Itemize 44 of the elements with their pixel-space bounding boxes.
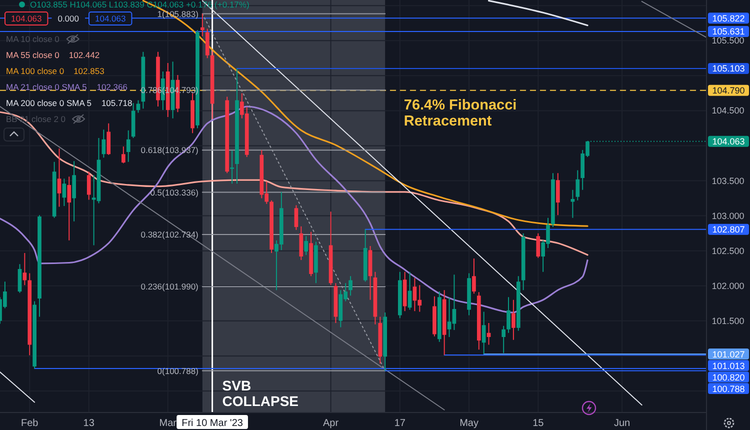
data-label: 0.236(101.990) xyxy=(140,282,199,292)
data-label: 101.027 xyxy=(712,349,745,360)
text: MA 55 close 0 xyxy=(6,50,60,60)
x-tick-label: May xyxy=(460,418,478,429)
data-label: 0(100.788) xyxy=(157,366,199,376)
y-tick-label: 102.000 xyxy=(712,280,744,291)
ref-line-label: Fri 10 Mar '23 xyxy=(182,418,244,429)
data-label: 102.807 xyxy=(712,224,745,235)
data-label: 100.820 xyxy=(712,372,745,382)
x-tick-label: 13 xyxy=(83,418,95,429)
annotation: 102.853 xyxy=(74,66,105,76)
text: MA 21 close 0 SMA 5 xyxy=(6,82,88,92)
data-label: 0.786(104.793) xyxy=(140,85,199,96)
annotation: 102.366 xyxy=(96,82,128,92)
x-tick-label: Jun xyxy=(614,418,630,429)
y-tick-label: 102.500 xyxy=(712,246,744,256)
annotation: SVB COLLAPSE xyxy=(222,377,299,409)
ref-line-label: 104.790 xyxy=(712,86,745,96)
x-tick-label: 17 xyxy=(394,418,406,429)
x-tick-label: Mar xyxy=(159,418,178,429)
annotation: 76.4% Fibonacci Retracement xyxy=(404,97,517,130)
annotation: 0.000 xyxy=(58,14,80,24)
x-tick-label: 15 xyxy=(532,418,544,429)
x-tick-label: Feb xyxy=(21,418,39,429)
annotation: 102.442 xyxy=(68,50,100,60)
text: MA 100 close 0 xyxy=(6,66,64,76)
x-tick-label: Apr xyxy=(323,418,340,429)
annotation: 104.063 xyxy=(10,14,42,24)
annotation: 105.718 xyxy=(101,98,132,108)
data-label: 100.788 xyxy=(712,384,745,394)
text: MA 200 close 0 SMA 5 xyxy=(6,98,92,108)
y-tick-label: 105.500 xyxy=(712,36,744,46)
ref-line-label: 105.631 xyxy=(712,26,745,37)
ref-line-label: 105.822 xyxy=(712,13,745,24)
data-label: 105.103 xyxy=(712,64,745,74)
data-label: 0.5(103.336) xyxy=(150,187,199,198)
y-tick-label: 101.500 xyxy=(712,316,744,326)
legend-label: MA 10 close 0 xyxy=(6,34,60,44)
y-tick-label: 103.000 xyxy=(712,210,744,221)
y-tick-label: 103.500 xyxy=(712,176,744,186)
y-tick-label: 104.500 xyxy=(712,106,744,116)
data-label: 101.013 xyxy=(712,360,745,371)
annotation: 104.063 xyxy=(712,136,745,147)
annotation: 104.063 xyxy=(94,14,126,24)
